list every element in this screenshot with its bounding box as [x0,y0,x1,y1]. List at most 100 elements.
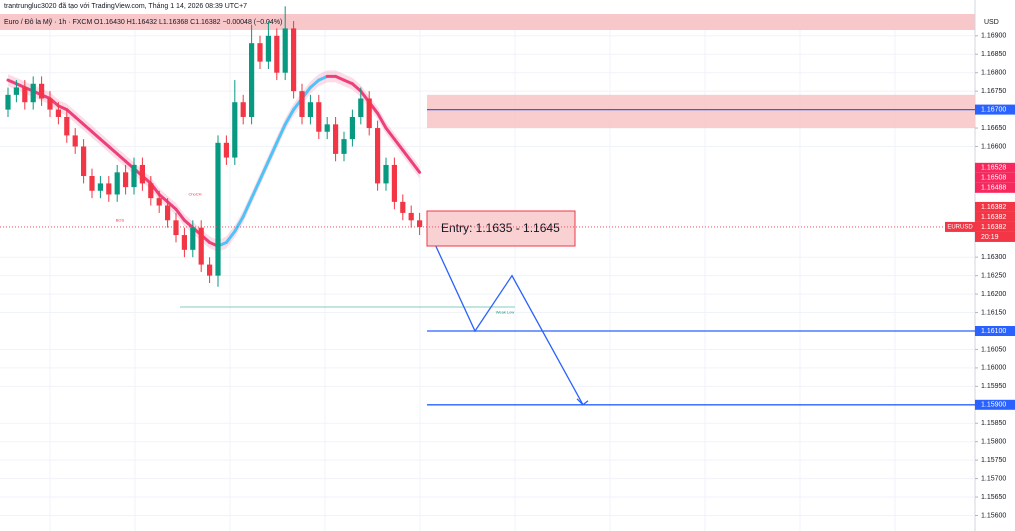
ma-segment [90,130,102,141]
ma-segment [115,152,128,163]
ma-segment [409,159,422,174]
candle-body [274,35,280,73]
candle-body [249,43,255,117]
candle-body [198,227,204,265]
candle-body [417,220,423,227]
candle-body [139,164,145,184]
price-tag-label: 1.16488 [981,185,1006,192]
level-label: 1.15900 [981,402,1006,409]
y-tick-label: 1.16300 [981,254,1006,261]
annotation: Weak Low [496,310,515,315]
y-tick-label: 1.15600 [981,512,1006,519]
countdown-label: 20:19 [981,234,999,241]
candle-body [97,183,103,191]
ma-segment [334,74,346,82]
header-band [0,14,975,30]
ma-segment [82,122,94,134]
annotation: ChoCH [188,192,201,197]
candle-body [207,264,213,276]
candle-body [375,128,381,184]
price-tag [975,172,1015,183]
price-tag [975,162,1015,173]
candle-body [131,164,137,188]
price-tag [975,201,1015,212]
candle-body [114,172,120,195]
symbol-title: Euro / Đô la Mỹ · 1h · FXCM [4,19,92,26]
y-tick-label: 1.16250 [981,272,1006,279]
y-tick-label: 1.16850 [981,51,1006,58]
candle-body [341,139,347,154]
candle-body [240,102,246,117]
y-tick-label: 1.16200 [981,291,1006,298]
ma-segment [266,141,279,163]
ma-segment [233,215,245,233]
ma-segment [350,82,363,93]
ma-segment [14,82,27,89]
candle-body [383,164,389,184]
ma-segment [317,74,329,82]
candle-body [358,98,364,117]
price-tag [975,182,1015,193]
price-tag-label: 1.16528 [981,165,1006,172]
y-tick-label: 1.15700 [981,475,1006,482]
candle-body [47,98,53,110]
candle-body [55,109,61,117]
projection-arrowhead [576,398,589,406]
watermark: trantrungluc3020 đã tạo với TradingView.… [4,3,247,10]
candle-body [173,220,179,236]
ma-segment [275,122,287,145]
candle-body [22,87,28,103]
candle-body [30,83,36,103]
price-tag-label: 1.16382 [981,224,1006,231]
symbol-tag-label: EURUSD [947,225,973,231]
ma-segment [98,137,111,148]
projection-path [426,226,584,406]
candle-body [400,201,406,213]
y-tick-label: 1.15800 [981,439,1006,446]
price-tag [975,211,1015,222]
y-tick-label: 1.16600 [981,143,1006,150]
ma-segment [392,137,405,152]
candle-body [282,28,288,73]
candle-body [64,116,70,136]
candle-body [223,142,229,158]
ma-segment [6,78,18,86]
ma-segment [174,207,186,222]
currency: USD [984,19,999,26]
ma-segment [157,192,170,204]
ma-segment [384,126,396,141]
candle-body [5,94,11,110]
candle-body [349,116,355,140]
candle-body [333,124,339,154]
candle-body [324,124,330,132]
candle-body [215,142,221,276]
candle-body [265,35,271,62]
y-tick-label: 1.15950 [981,383,1006,390]
annotation: BOS [116,217,125,222]
ma-segment [376,111,388,130]
level-tag [975,104,1015,115]
ma-segment [283,108,296,126]
candle-body [190,227,196,250]
candle-body [123,172,129,188]
candle-body [307,102,313,117]
ma-segment [56,104,69,112]
price-tag-label: 1.16382 [981,214,1006,221]
ma-segment [182,218,195,230]
y-tick-label: 1.15650 [981,494,1006,501]
y-tick-label: 1.15850 [981,420,1006,427]
y-tick-label: 1.16800 [981,70,1006,77]
entry-label: Entry: 1.1635 - 1.1645 [441,221,560,235]
y-tick-label: 1.16150 [981,309,1006,316]
level-tag [975,399,1015,410]
candle-body [257,43,263,62]
ma-segment [342,78,354,86]
symbol-tag [945,221,975,232]
supply-zone [427,94,975,129]
ma-segment [258,159,270,182]
y-tick-label: 1.16750 [981,88,1006,95]
y-tick-label: 1.16050 [981,346,1006,353]
entry-box [426,210,576,247]
